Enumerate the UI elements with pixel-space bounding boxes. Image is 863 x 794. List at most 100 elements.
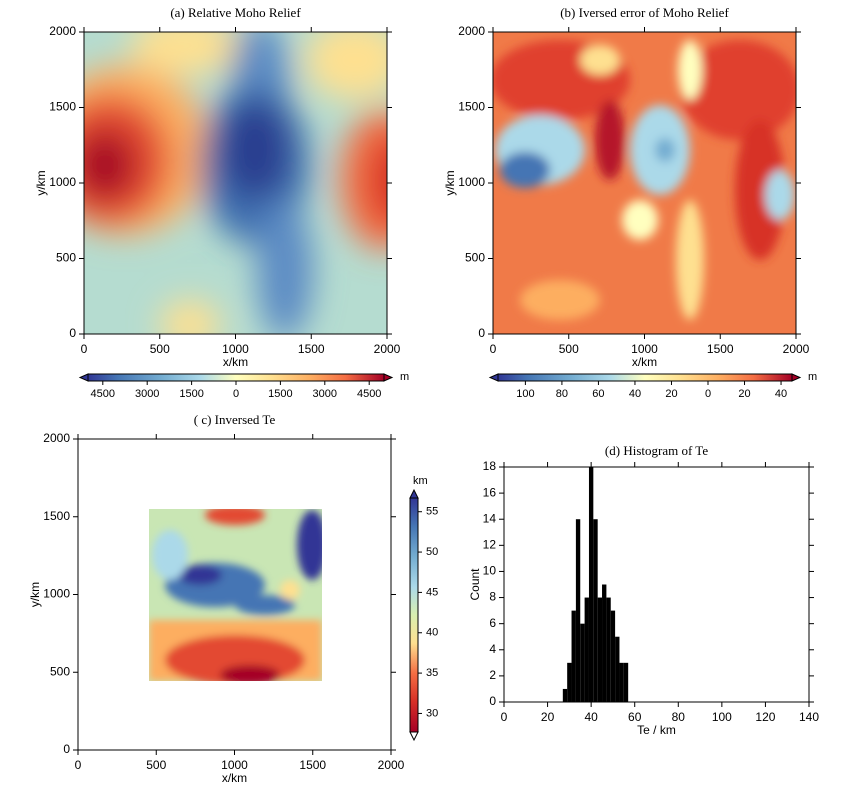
- colorbar-tick-label: 35: [426, 667, 438, 679]
- y-tick-label: 12: [483, 538, 497, 552]
- x-tick-label: 140: [799, 710, 819, 724]
- heatmap-a: [84, 32, 387, 334]
- colorbar-tick-label: 20: [665, 388, 677, 400]
- y-tick-label: 2000: [458, 24, 485, 38]
- x-tick-label: 0: [501, 710, 508, 724]
- histogram-bar: [593, 519, 598, 702]
- x-tick-label: 1000: [221, 758, 248, 772]
- colorbar-tick-label: 20: [738, 388, 750, 400]
- y-tick-label: 2000: [49, 24, 76, 38]
- colorbar-tick-label: 1500: [179, 388, 203, 400]
- x-tick-label: 100: [712, 710, 732, 724]
- y-axis-label: y/km: [34, 170, 48, 195]
- y-tick-label: 500: [50, 664, 70, 678]
- colorbar-tick-label: 4500: [91, 388, 115, 400]
- y-tick-label: 18: [483, 459, 497, 473]
- colorbar-tick-label: 100: [516, 388, 534, 400]
- x-tick-label: 1000: [222, 342, 249, 356]
- colorbar-tick-label: 40: [775, 388, 787, 400]
- histogram-bar: [584, 597, 589, 702]
- y-tick-label: 0: [69, 326, 76, 340]
- panel-title: (a) Relative Moho Relief: [170, 5, 301, 20]
- colorbar-unit: m: [808, 371, 817, 383]
- y-tick-label: 8: [489, 590, 496, 604]
- colorbar-unit: m: [400, 371, 409, 383]
- colorbar-tick-label: 0: [233, 388, 239, 400]
- colorbar-tick-label: 3000: [135, 388, 159, 400]
- colorbar: [409, 497, 419, 733]
- histogram-bar: [567, 662, 572, 702]
- x-tick-label: 80: [672, 710, 686, 724]
- y-tick-label: 500: [56, 251, 76, 265]
- y-tick-label: 1000: [458, 175, 485, 189]
- x-tick-label: 2000: [783, 342, 810, 356]
- y-tick-label: 10: [483, 564, 497, 578]
- colorbar-end: [409, 731, 419, 742]
- colorbar-end: [383, 373, 394, 382]
- y-axis-label: Count: [468, 568, 482, 601]
- histogram-bar: [575, 519, 581, 702]
- colorbar-end: [791, 373, 802, 382]
- colorbar-tick-label: 60: [592, 388, 604, 400]
- heatmap-b: [493, 32, 796, 334]
- histogram-bar: [562, 688, 568, 702]
- plot-frame: [503, 466, 810, 703]
- histogram-bar: [623, 662, 629, 702]
- x-tick-label: 2000: [378, 758, 405, 772]
- x-tick-label: 40: [584, 710, 598, 724]
- y-tick-label: 14: [483, 511, 497, 525]
- x-tick-label: 0: [81, 342, 88, 356]
- y-tick-label: 1500: [43, 509, 70, 523]
- x-axis-label: x/km: [632, 355, 657, 369]
- y-tick-label: 16: [483, 485, 497, 499]
- x-tick-label: 1000: [631, 342, 658, 356]
- colorbar-tick-label: 50: [426, 546, 438, 558]
- x-axis-label: x/km: [222, 771, 247, 785]
- colorbar: [87, 373, 385, 382]
- histogram-bar: [588, 467, 594, 702]
- histogram-bar: [606, 597, 611, 702]
- x-tick-label: 1500: [707, 342, 734, 356]
- colorbar-tick-label: 55: [426, 506, 438, 518]
- y-axis-label: y/km: [443, 170, 457, 195]
- colorbar-tick-label: 30: [426, 707, 438, 719]
- histogram-bar: [619, 662, 624, 702]
- y-tick-label: 6: [489, 616, 496, 630]
- histogram-bar: [597, 597, 603, 702]
- y-tick-label: 1000: [43, 587, 70, 601]
- colorbar: [497, 373, 793, 382]
- colorbar-tick-label: 4500: [357, 388, 381, 400]
- x-tick-label: 120: [755, 710, 775, 724]
- y-tick-label: 1500: [458, 100, 485, 114]
- histogram-bar: [610, 610, 616, 702]
- y-tick-label: 1000: [49, 175, 76, 189]
- x-tick-label: 2000: [374, 342, 401, 356]
- colorbar-end: [78, 373, 89, 382]
- panel-title: ( c) Inversed Te: [194, 412, 276, 427]
- panel-title: (d) Histogram of Te: [605, 443, 708, 458]
- x-tick-label: 500: [559, 342, 579, 356]
- y-tick-label: 0: [63, 742, 70, 756]
- x-tick-label: 500: [146, 758, 166, 772]
- histogram-bar: [580, 623, 585, 702]
- x-tick-label: 0: [75, 758, 82, 772]
- colorbar-end: [488, 373, 499, 382]
- colorbar-end: [409, 488, 419, 499]
- colorbar-tick-label: 3000: [313, 388, 337, 400]
- y-tick-label: 2: [489, 668, 496, 682]
- histogram-bar: [615, 636, 620, 702]
- x-tick-label: 0: [490, 342, 497, 356]
- x-tick-label: 1500: [299, 758, 326, 772]
- y-tick-label: 0: [489, 694, 496, 708]
- colorbar-tick-label: 1500: [268, 388, 292, 400]
- heatmap-c: [149, 509, 322, 681]
- colorbar-tick-label: 40: [426, 627, 438, 639]
- y-tick-label: 1500: [49, 100, 76, 114]
- y-tick-label: 0: [478, 326, 485, 340]
- x-axis-label: x/km: [223, 355, 248, 369]
- colorbar-tick-label: 80: [556, 388, 568, 400]
- x-tick-label: 60: [628, 710, 642, 724]
- histogram-bar: [602, 584, 607, 702]
- panel-title: (b) Iversed error of Moho Relief: [560, 5, 729, 20]
